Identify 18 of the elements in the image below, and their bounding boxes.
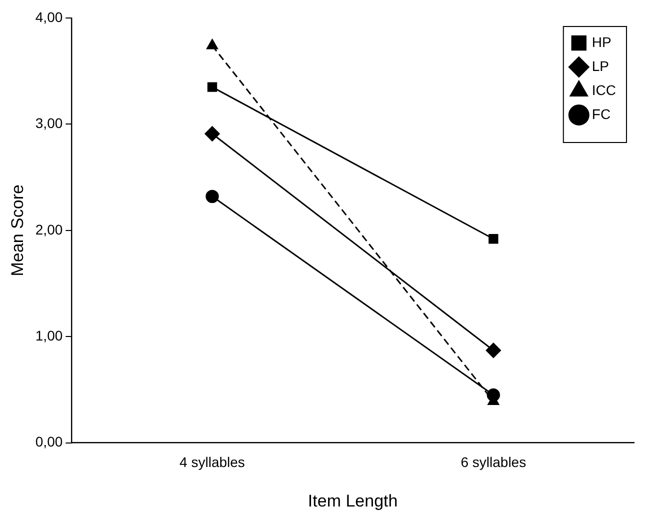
point bbox=[206, 190, 219, 204]
point bbox=[486, 342, 502, 358]
y-tick-label: 0,00 bbox=[35, 434, 63, 450]
point bbox=[488, 234, 498, 244]
legend-label: HP bbox=[592, 34, 612, 50]
y-axis-title: Mean Score bbox=[8, 184, 27, 276]
legend-label: LP bbox=[592, 58, 610, 74]
x-axis-title: Item Length bbox=[308, 491, 398, 510]
x-tick-label: 4 syllables bbox=[180, 454, 245, 470]
y-tick-label: 2,00 bbox=[35, 221, 63, 238]
y-tick-label: 1,00 bbox=[35, 327, 63, 344]
y-tick-label: 4,00 bbox=[35, 8, 63, 25]
legend-label: FC bbox=[592, 106, 611, 122]
point bbox=[204, 126, 220, 142]
x-tick-label: 6 syllables bbox=[460, 454, 526, 470]
y-tick-label: 3,00 bbox=[35, 115, 63, 132]
legend-label: ICC bbox=[592, 82, 616, 98]
point bbox=[207, 82, 218, 92]
